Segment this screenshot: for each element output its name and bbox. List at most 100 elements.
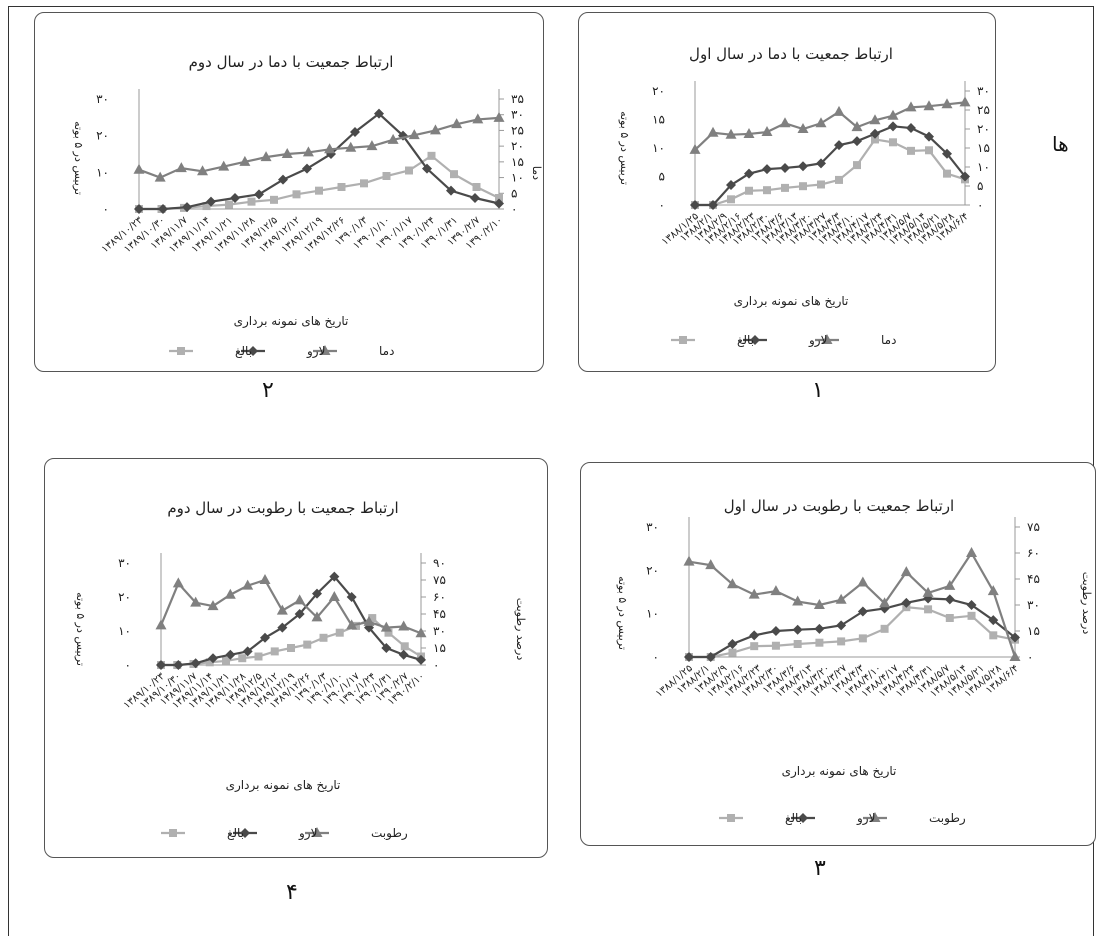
data-point	[315, 186, 323, 195]
legend-marker	[750, 335, 760, 345]
data-point	[494, 198, 504, 209]
data-point	[905, 101, 917, 112]
data-point	[941, 98, 953, 109]
side-mark: ها	[1052, 132, 1069, 156]
data-point	[450, 170, 458, 179]
series-line	[139, 112, 500, 211]
data-point	[260, 151, 272, 162]
chart-panel-3: ارتباط جمعیت با رطوبت در سال اول ۰ ۱۰ ۲۰ ۳۰ ۰…	[580, 462, 1096, 846]
data-point	[853, 161, 861, 170]
data-point	[833, 105, 845, 116]
data-point	[218, 160, 230, 171]
data-point	[815, 638, 824, 647]
data-point	[925, 146, 933, 155]
data-point	[173, 660, 184, 670]
data-point	[923, 100, 935, 111]
data-point	[225, 200, 233, 209]
series-line	[689, 597, 1016, 659]
data-point	[260, 632, 270, 643]
y-tick-label-left: ۲۰	[118, 590, 131, 604]
y-tick-label-left: ۲۰	[96, 129, 109, 143]
x-axis-label: تاریخ های نمونه برداری	[782, 764, 897, 779]
y-axis-label-left: تربیس در ۵ بوته	[74, 592, 87, 666]
data-point	[857, 576, 869, 587]
y-tick-label-right: ۱۵	[433, 641, 446, 655]
data-point	[727, 639, 738, 649]
data-point	[945, 614, 954, 622]
data-point	[154, 171, 166, 182]
y-tick-label-right: ۳۰	[511, 108, 524, 122]
y-tick-label-right: ۳۰	[1027, 598, 1040, 612]
y-tick-label-right: ۰	[977, 198, 983, 212]
y-tick-label-left: ۱۰	[652, 141, 665, 155]
data-point	[398, 649, 409, 660]
series-line	[694, 101, 966, 151]
y-tick-label-left: ۱۰	[646, 607, 659, 621]
data-point	[416, 654, 426, 665]
data-point	[797, 123, 809, 133]
data-point	[302, 146, 314, 157]
data-point	[287, 644, 295, 652]
chart-number-2: ۲	[262, 378, 274, 403]
legend-label: رطوبت	[371, 826, 408, 841]
data-point	[276, 604, 288, 615]
data-point	[922, 586, 934, 597]
data-point	[879, 597, 891, 608]
data-point	[224, 588, 236, 599]
legend-label: رطوبت	[929, 811, 966, 826]
data-point	[761, 126, 773, 137]
y-tick-label-right: ۱۰	[511, 171, 524, 185]
data-point	[294, 609, 305, 619]
data-point	[960, 171, 970, 182]
legend-marker	[311, 827, 323, 837]
data-point	[495, 194, 503, 202]
data-point	[851, 121, 863, 132]
data-point	[924, 605, 933, 614]
y-tick-label-right: ۳۰	[977, 84, 990, 98]
y-tick-label-right: ۰	[433, 658, 439, 672]
data-point	[944, 594, 955, 605]
legend-item: بالغ	[719, 811, 802, 825]
data-point	[942, 148, 952, 159]
data-point	[771, 641, 780, 650]
y-tick-label-right: ۶۰	[433, 590, 446, 604]
data-point	[799, 182, 807, 191]
series-line	[159, 578, 422, 635]
y-tick-label-left: ۱۵	[652, 113, 665, 127]
data-point	[398, 620, 410, 631]
data-point	[156, 660, 166, 670]
y-tick-label-left: ۰	[653, 650, 659, 664]
chart-number-1: ۱	[812, 378, 824, 403]
data-point	[133, 163, 145, 174]
y-tick-label-left: ۰	[125, 658, 131, 672]
data-point	[726, 180, 736, 191]
series-line	[688, 550, 1017, 658]
data-point	[966, 547, 978, 557]
legend-item: لارو	[743, 333, 827, 348]
data-point	[382, 172, 391, 180]
data-point	[346, 619, 358, 630]
data-point	[345, 141, 357, 152]
data-point	[762, 164, 772, 175]
data-point	[852, 136, 862, 147]
data-point	[900, 566, 912, 577]
legend-marker	[177, 347, 185, 355]
data-point	[901, 597, 912, 608]
data-point	[155, 619, 167, 630]
y-tick-label-right: ۱۵	[1027, 624, 1040, 638]
series-line	[695, 125, 966, 207]
data-point	[278, 174, 288, 185]
data-point	[707, 126, 719, 137]
data-point	[328, 591, 340, 601]
y-tick-label-right: ۳۰	[433, 624, 446, 638]
data-point	[238, 654, 247, 663]
data-point	[817, 180, 825, 189]
data-point	[924, 131, 934, 142]
data-point	[770, 626, 781, 636]
legend-marker	[798, 813, 808, 823]
data-point	[242, 579, 254, 590]
chart-number-3: ۳	[814, 856, 826, 881]
data-point	[405, 166, 413, 175]
legend-label: بالغ	[785, 811, 802, 825]
data-point	[230, 193, 240, 203]
